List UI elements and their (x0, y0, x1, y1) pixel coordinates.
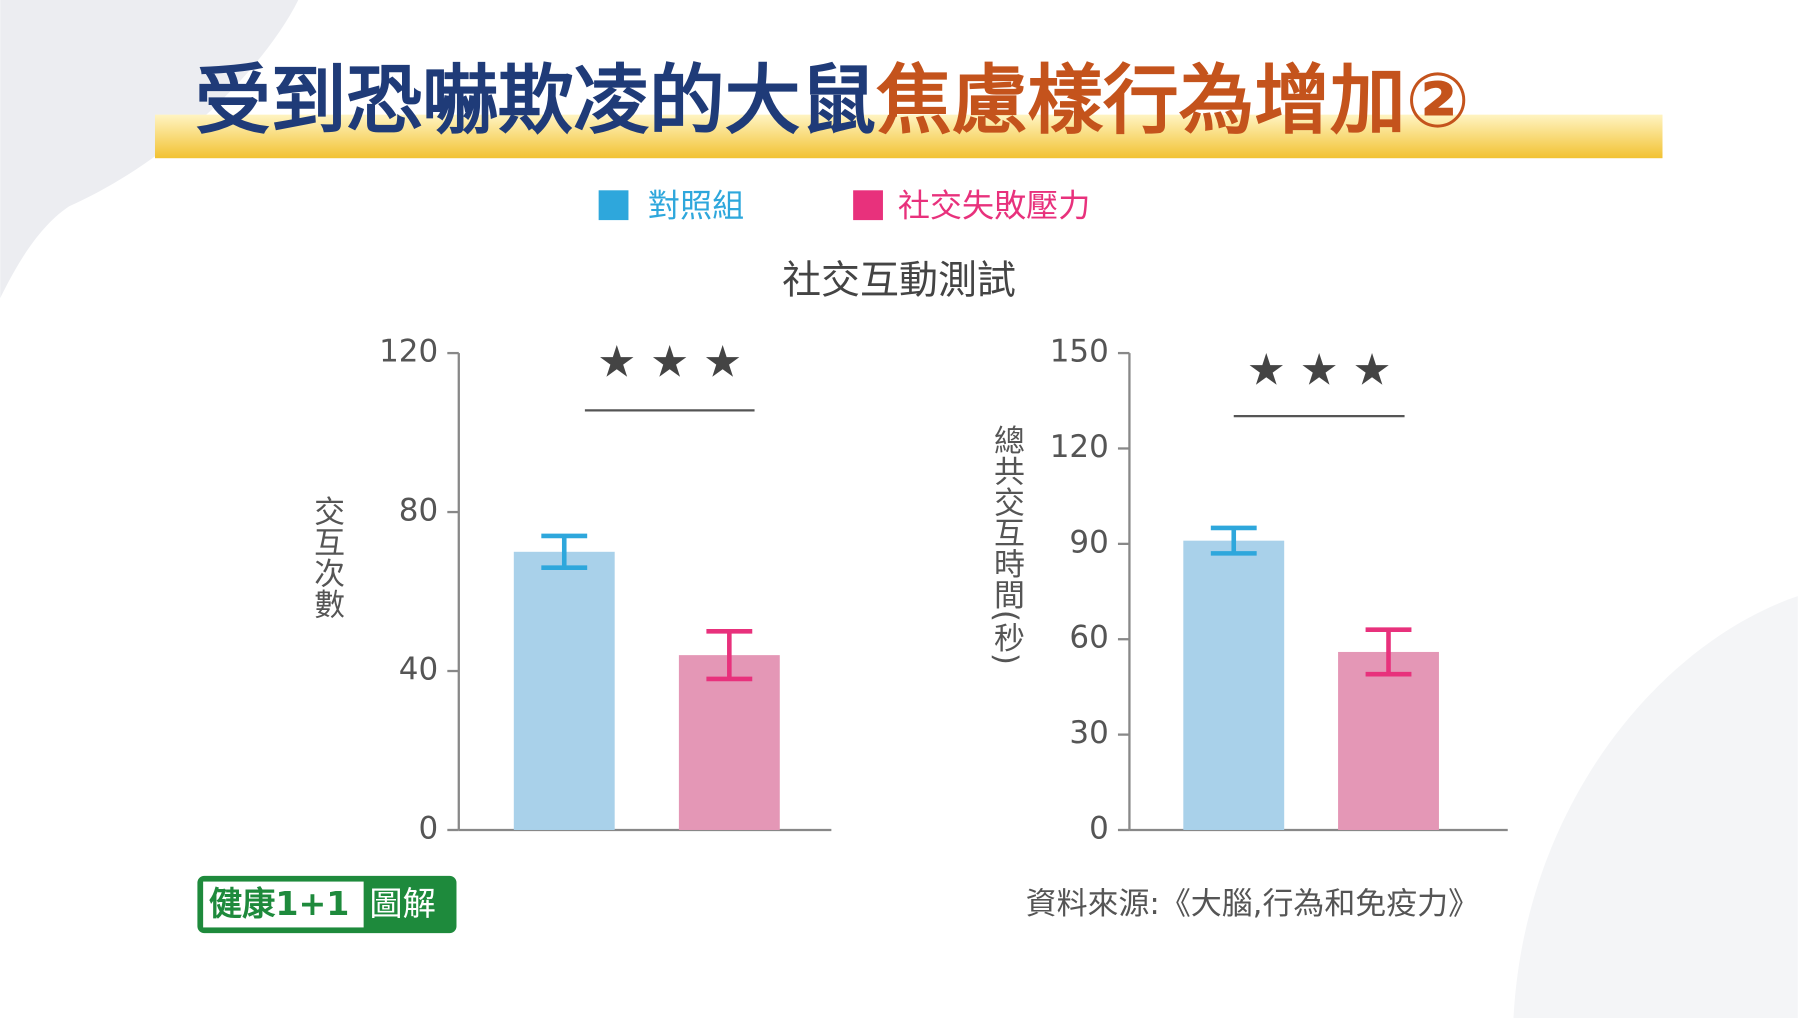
bar (1338, 651, 1439, 830)
significance-label: ★ ★ ★ (597, 338, 742, 388)
subtitle: 社交互動測試 (782, 259, 1016, 304)
bg-shape (0, 0, 299, 299)
error-bar (706, 628, 753, 682)
logo: 健康1+1 圖解 (197, 875, 457, 934)
legend-swatch (598, 190, 629, 221)
y-tick-label: 40 (399, 652, 438, 688)
bar (1183, 540, 1285, 830)
error-bar (1210, 525, 1257, 556)
bar (678, 655, 780, 830)
y-tick-label: 90 (1069, 524, 1108, 560)
error-bar (1365, 627, 1412, 677)
source: 資料來源:《大腦,行為和免疫力》 (1026, 886, 1479, 922)
title-highlight (154, 114, 1663, 159)
legend-label: 社交失敗壓力 (898, 186, 1090, 224)
y-axis-label: 交互次數 (308, 495, 344, 619)
error-bar (541, 533, 588, 570)
y-tick-label: 80 (399, 493, 438, 529)
bar (513, 551, 615, 830)
logo-text: 健康1+1 (209, 884, 350, 923)
significance-label: ★ ★ ★ (1247, 346, 1392, 396)
y-tick-label: 0 (1089, 810, 1109, 846)
y-tick-label: 30 (1069, 715, 1108, 751)
logo-inner (203, 881, 364, 928)
legend-swatch (853, 190, 883, 221)
y-tick-label: 120 (379, 334, 438, 370)
y-tick-label: 0 (418, 810, 438, 846)
title: 受到恐嚇欺凌的大鼠焦慮樣行為增加② (195, 56, 1470, 144)
y-tick-label: 120 (1050, 429, 1109, 465)
y-axis-label: 總共交互時間(秒) (988, 424, 1024, 665)
y-tick-label: 150 (1050, 334, 1109, 370)
legend-label: 對照組 (648, 186, 744, 224)
logo-text: 圖解 (369, 884, 435, 923)
title-part: 受到恐嚇欺凌的大鼠 (195, 56, 876, 144)
title-part: 焦慮樣行為增加② (876, 56, 1470, 144)
bg-shape (1513, 596, 1798, 1018)
y-tick-label: 60 (1069, 620, 1108, 656)
